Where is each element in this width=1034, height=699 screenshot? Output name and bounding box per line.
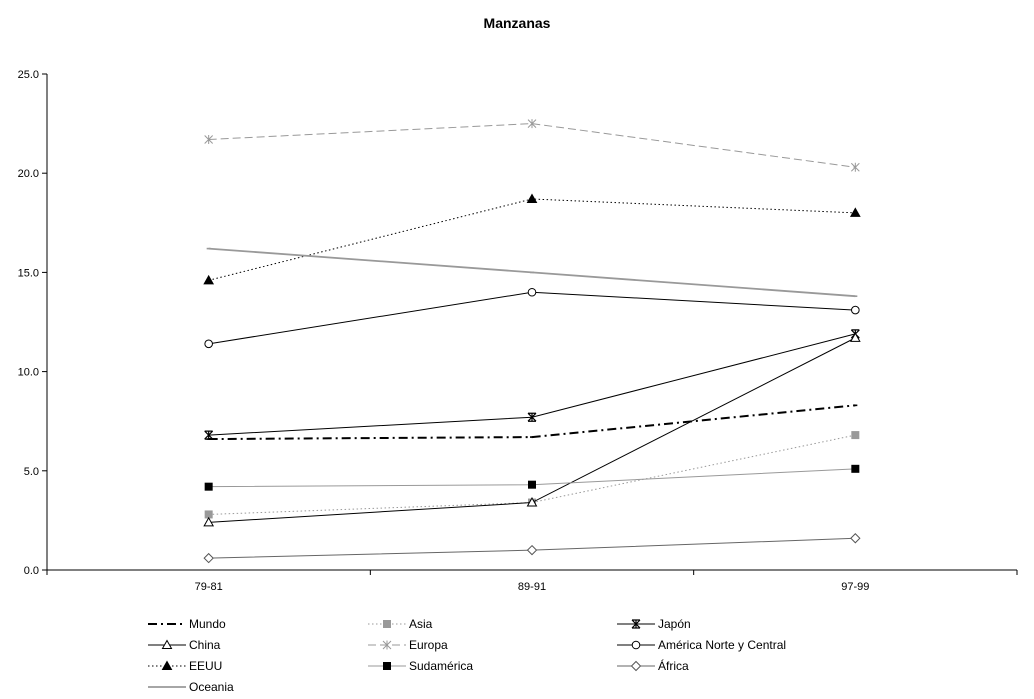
- legend-entry: Asia: [368, 617, 433, 631]
- series-line: [208, 123, 856, 168]
- legend-entry: Europa: [368, 638, 448, 652]
- legend-label: África: [658, 658, 689, 673]
- series-2: [204, 329, 860, 440]
- axes: 0.0 5.0 10.0 15.0 20.0 25.0 79-81 89-91 97-99: [18, 69, 1018, 593]
- series-line: [208, 291, 856, 345]
- legend-marker: [630, 660, 642, 672]
- x-tick-label: 97-99: [841, 581, 869, 593]
- legend-label: Sudamérica: [409, 659, 473, 673]
- data-point: [526, 497, 538, 507]
- data-point: [527, 412, 537, 422]
- legend-marker: [382, 640, 392, 650]
- series-0: [206, 404, 858, 441]
- legend-label: Oceania: [189, 680, 234, 694]
- legend-entry: Japón: [617, 617, 691, 631]
- legend-entry: Oceania: [148, 680, 234, 694]
- legend-entry: América Norte y Central: [617, 638, 786, 652]
- data-point: [530, 436, 534, 438]
- data-point: [851, 305, 860, 315]
- series-line: [208, 404, 856, 441]
- data-point: [203, 274, 215, 285]
- legend-marker: [631, 619, 641, 629]
- series-9: [206, 247, 858, 298]
- data-point: [204, 134, 214, 144]
- legend: Mundo Asia Japón China Europa América Norte y…: [148, 617, 786, 694]
- data-point: [850, 533, 861, 544]
- chart-title: Manzanas: [484, 15, 551, 31]
- x-tick-label: 89-91: [518, 581, 546, 593]
- legend-marker: [161, 639, 173, 649]
- legend-marker: [631, 640, 641, 650]
- data-point: [203, 516, 215, 527]
- y-tick-label: 5.0: [24, 466, 39, 478]
- data-point: [853, 404, 858, 407]
- legend-label: EEUU: [189, 659, 222, 673]
- data-point: [530, 271, 534, 274]
- legend-marker: [383, 662, 391, 670]
- legend-entry: Mundo: [148, 617, 226, 631]
- legend-label: América Norte y Central: [658, 638, 786, 652]
- data-point: [206, 247, 211, 250]
- legend-label: China: [189, 638, 221, 652]
- data-point: [204, 482, 213, 491]
- data-point: [526, 544, 538, 556]
- legend-label: Asia: [409, 617, 433, 631]
- data-point: [204, 430, 214, 440]
- data-point: [849, 332, 861, 342]
- data-point: [204, 339, 213, 349]
- series-7: [204, 464, 860, 491]
- data-point: [527, 119, 537, 129]
- legend-label: Mundo: [189, 617, 226, 631]
- data-point: [527, 287, 537, 297]
- y-tick-label: 10.0: [18, 367, 39, 379]
- legend-marker: [383, 620, 391, 628]
- series-4: [204, 119, 860, 172]
- legend-entry: China: [148, 638, 221, 652]
- data-point: [849, 207, 861, 217]
- y-tick-label: 20.0: [18, 168, 39, 180]
- series-line: [208, 198, 856, 281]
- legend-marker: [161, 660, 173, 670]
- data-point: [851, 431, 860, 440]
- y-tick-label: 15.0: [18, 267, 39, 279]
- series-3: [203, 332, 861, 527]
- data-point: [203, 552, 214, 564]
- data-point: [526, 193, 538, 203]
- y-tick-label: 0.0: [24, 565, 39, 577]
- data-point: [851, 464, 860, 473]
- legend-entry: África: [617, 658, 689, 673]
- series-8: [203, 533, 861, 564]
- data-point: [528, 480, 536, 489]
- legend-entry: EEUU: [148, 659, 222, 673]
- data-point: [853, 295, 858, 298]
- series-6: [203, 193, 861, 285]
- series-5: [204, 287, 860, 349]
- x-tick-label: 79-81: [195, 581, 223, 593]
- data-point: [850, 162, 860, 172]
- legend-entry: Sudamérica: [368, 659, 473, 673]
- legend-label: Japón: [658, 617, 691, 631]
- series-layer: [203, 119, 861, 564]
- legend-label: Europa: [409, 638, 448, 652]
- y-tick-label: 25.0: [18, 69, 39, 81]
